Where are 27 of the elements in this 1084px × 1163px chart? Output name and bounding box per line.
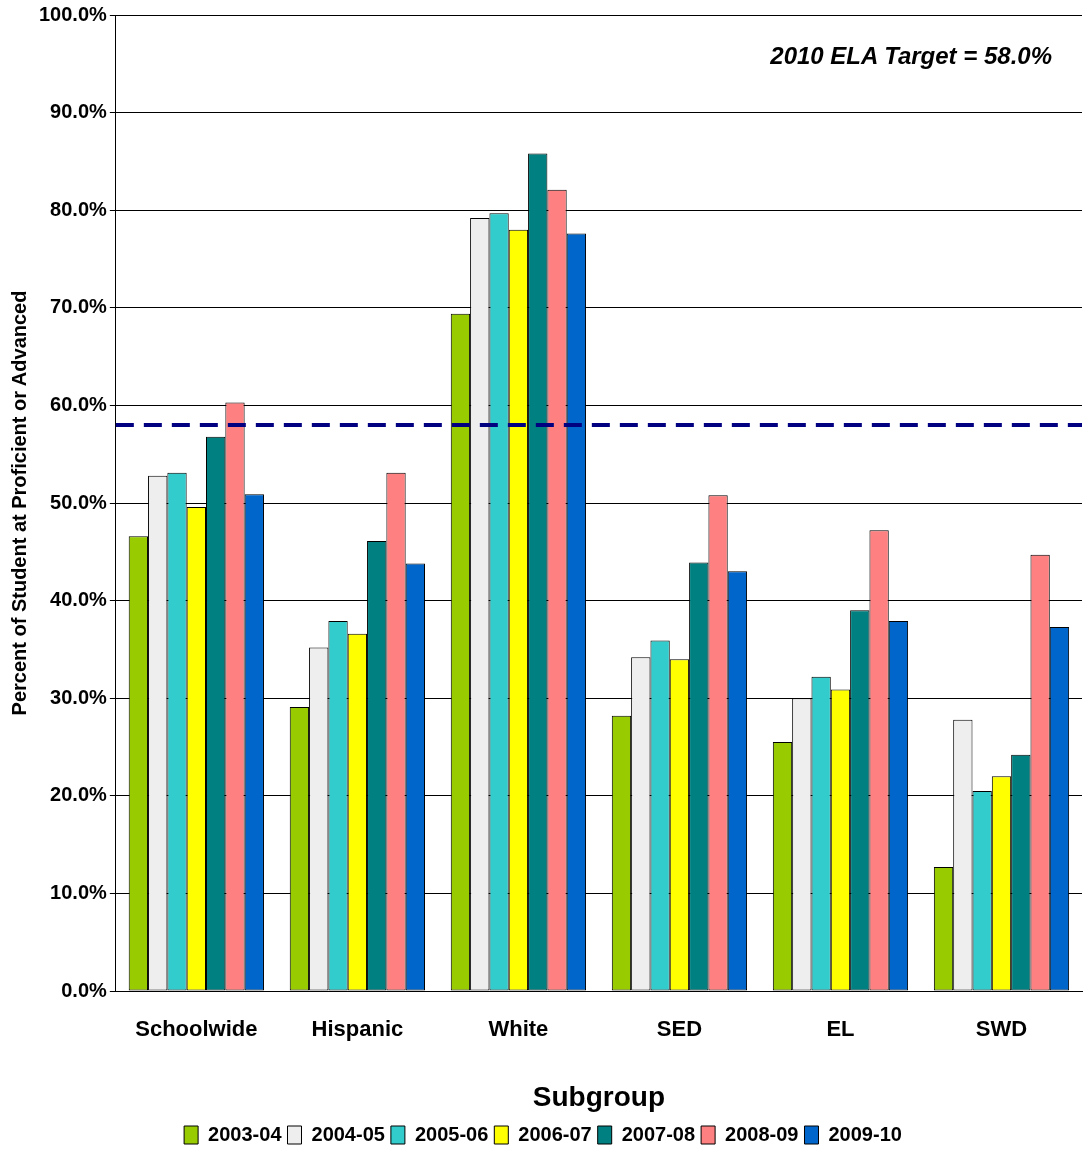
x-tick-label: EL [826,1016,855,1042]
y-tick-label: 20.0% [50,783,108,806]
x-tick-label: Hispanic [311,1016,404,1042]
y-tick-label: 100.0% [38,2,108,25]
y-tick-label: 10.0% [50,880,108,903]
legend-label: 2009-10 [828,1122,902,1145]
x-tick-label: White [488,1016,549,1042]
legend-label: 2005-06 [414,1122,489,1145]
y-tick-label: 40.0% [50,588,108,611]
y-tick-label: 0.0% [61,978,108,1001]
y-tick-label: 70.0% [50,295,108,318]
y-axis-title: Percent of Student at Proficient or Advanced [7,290,30,716]
x-tick-label: SED [656,1016,703,1042]
y-tick-label: 80.0% [50,197,108,220]
x-tick-label: Schoolwide [135,1016,258,1042]
legend-label: 2006-07 [518,1122,592,1145]
legend-label: 2008-09 [725,1122,799,1145]
x-tick-label: SWD [975,1016,1028,1042]
legend-label: 2007-08 [621,1122,696,1145]
legend-label: 2003-04 [208,1122,283,1145]
y-tick-label: 30.0% [50,685,108,708]
y-tick-label: 90.0% [50,100,108,123]
x-axis-title: Subgroup [532,1080,666,1112]
y-tick-label: 50.0% [50,490,108,513]
legend-label: 2004-05 [311,1122,385,1145]
y-tick-label: 60.0% [50,392,108,415]
annotation: 2010 ELA Target = 58.0% [769,41,1052,69]
